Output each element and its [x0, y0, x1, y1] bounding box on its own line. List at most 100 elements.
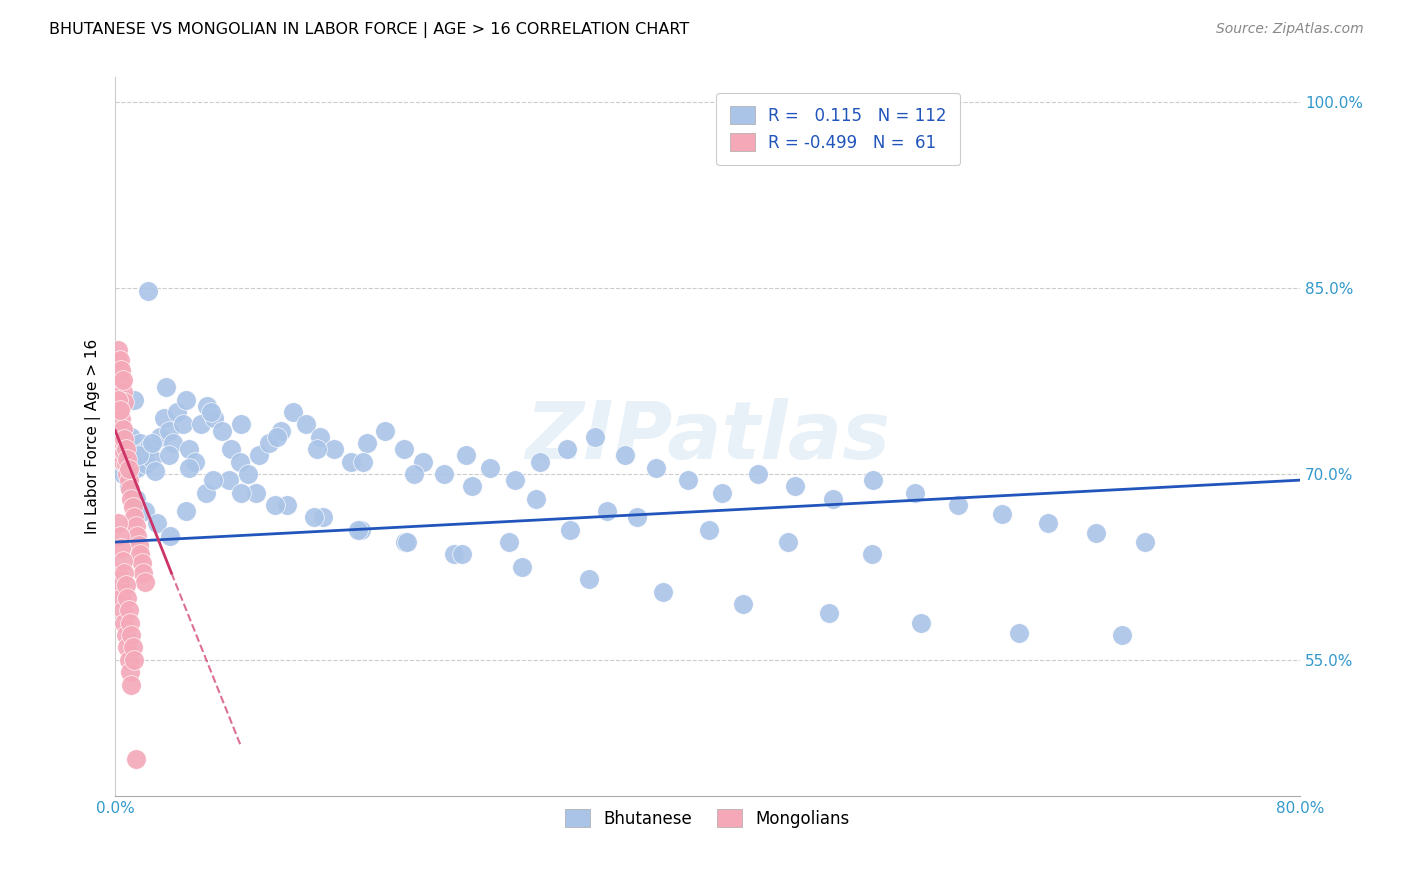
- Point: [121, 430, 143, 444]
- Point: [512, 559, 534, 574]
- Point: [270, 424, 292, 438]
- Point: [153, 411, 176, 425]
- Point: [172, 417, 194, 432]
- Point: [117, 462, 139, 476]
- Point: [179, 460, 201, 475]
- Point: [946, 498, 969, 512]
- Point: [456, 448, 478, 462]
- Point: [138, 440, 160, 454]
- Point: [121, 628, 143, 642]
- Point: [122, 500, 145, 515]
- Point: [124, 448, 146, 462]
- Point: [862, 473, 884, 487]
- Point: [1084, 526, 1107, 541]
- Point: [747, 467, 769, 481]
- Point: [108, 353, 131, 368]
- Point: [108, 365, 131, 379]
- Point: [110, 541, 132, 556]
- Point: [108, 402, 131, 417]
- Point: [823, 491, 845, 506]
- Point: [350, 523, 373, 537]
- Point: [107, 516, 129, 531]
- Point: [110, 436, 132, 450]
- Point: [111, 467, 134, 481]
- Point: [141, 436, 163, 450]
- Point: [114, 457, 136, 471]
- Point: [404, 467, 426, 481]
- Point: [211, 424, 233, 438]
- Point: [179, 442, 201, 457]
- Point: [122, 640, 145, 655]
- Point: [135, 457, 157, 471]
- Point: [195, 399, 218, 413]
- Point: [247, 448, 270, 462]
- Point: [174, 504, 197, 518]
- Point: [218, 473, 240, 487]
- Point: [132, 566, 155, 580]
- Point: [112, 444, 135, 458]
- Point: [114, 628, 136, 642]
- Point: [229, 485, 252, 500]
- Point: [783, 479, 806, 493]
- Point: [155, 380, 177, 394]
- Point: [124, 392, 146, 407]
- Point: [111, 554, 134, 568]
- Point: [117, 473, 139, 487]
- Point: [558, 523, 581, 537]
- Point: [111, 422, 134, 436]
- Point: [991, 507, 1014, 521]
- Point: [711, 485, 734, 500]
- Point: [141, 452, 163, 467]
- Point: [107, 392, 129, 407]
- Point: [184, 454, 207, 468]
- Point: [132, 444, 155, 458]
- Point: [108, 578, 131, 592]
- Point: [498, 535, 520, 549]
- Point: [200, 405, 222, 419]
- Point: [115, 467, 138, 481]
- Point: [114, 578, 136, 592]
- Point: [229, 417, 252, 432]
- Point: [596, 504, 619, 518]
- Point: [910, 615, 932, 630]
- Point: [652, 584, 675, 599]
- Point: [110, 412, 132, 426]
- Point: [136, 284, 159, 298]
- Point: [111, 385, 134, 400]
- Point: [204, 411, 226, 425]
- Point: [644, 460, 666, 475]
- Point: [117, 653, 139, 667]
- Point: [111, 454, 134, 468]
- Point: [143, 465, 166, 479]
- Point: [124, 510, 146, 524]
- Point: [374, 424, 396, 438]
- Point: [503, 473, 526, 487]
- Point: [128, 448, 150, 462]
- Point: [112, 432, 135, 446]
- Point: [461, 479, 484, 493]
- Point: [108, 448, 131, 462]
- Point: [583, 430, 606, 444]
- Point: [115, 640, 138, 655]
- Text: BHUTANESE VS MONGOLIAN IN LABOR FORCE | AGE > 16 CORRELATION CHART: BHUTANESE VS MONGOLIAN IN LABOR FORCE | …: [49, 22, 689, 38]
- Point: [276, 498, 298, 512]
- Point: [125, 491, 148, 506]
- Point: [356, 436, 378, 450]
- Y-axis label: In Labor Force | Age > 16: In Labor Force | Age > 16: [86, 339, 101, 534]
- Point: [117, 603, 139, 617]
- Point: [626, 510, 648, 524]
- Point: [257, 436, 280, 450]
- Point: [107, 442, 129, 457]
- Point: [860, 548, 883, 562]
- Point: [112, 615, 135, 630]
- Point: [412, 454, 434, 468]
- Point: [1007, 625, 1029, 640]
- Point: [111, 603, 134, 617]
- Point: [110, 591, 132, 605]
- Point: [818, 606, 841, 620]
- Point: [131, 556, 153, 570]
- Point: [124, 653, 146, 667]
- Point: [392, 442, 415, 457]
- Point: [904, 485, 927, 500]
- Point: [118, 615, 141, 630]
